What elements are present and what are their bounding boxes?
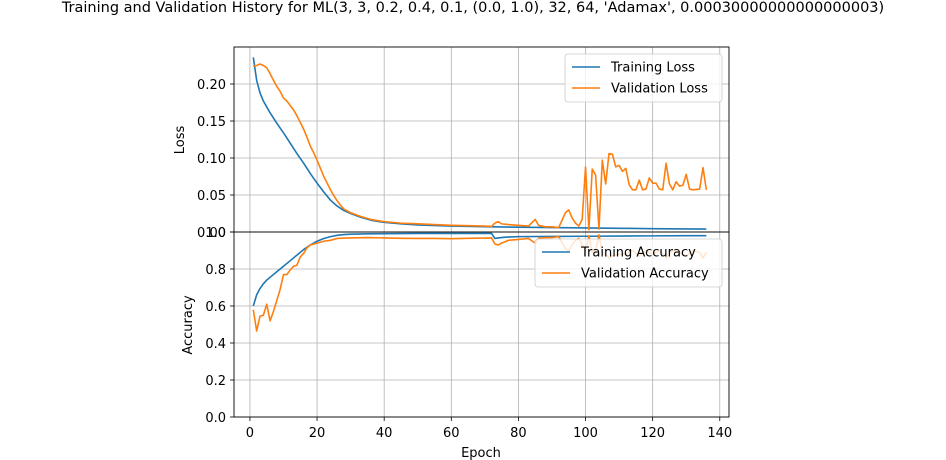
x-tick-label: 100 — [573, 426, 598, 441]
y-tick-label: 0.20 — [197, 78, 226, 93]
accuracy-x-ticks: 0 20 40 60 80 100 120 140 — [246, 417, 732, 441]
accuracy-x-axis-label: Epoch — [461, 446, 501, 460]
x-tick-label: 140 — [707, 426, 732, 441]
y-tick-label: 0.15 — [197, 115, 226, 130]
legend-label-validation-loss: Validation Loss — [611, 82, 708, 97]
series-line-validation-loss — [253, 63, 708, 231]
y-tick-label: 0.00 — [197, 226, 226, 241]
y-tick-label: 0.4 — [205, 337, 226, 352]
accuracy-y-ticks: 0.0 0.2 0.4 0.6 0.8 1.0 — [205, 226, 234, 426]
legend-label-validation-accuracy: Validation Accuracy — [581, 267, 709, 282]
legend-label-training-accuracy: Training Accuracy — [580, 246, 696, 261]
accuracy-y-axis-label: Accuracy — [181, 295, 196, 355]
accuracy-legend: Training Accuracy Validation Accuracy — [534, 238, 723, 288]
x-tick-label: 80 — [510, 426, 527, 441]
y-tick-label: 1.0 — [205, 226, 226, 241]
accuracy-axes-frame — [233, 231, 730, 418]
loss-y-axis-label: Loss — [173, 126, 188, 155]
loss-panel: 0.00 0.05 0.10 0.15 0.20 Loss Training Loss V… — [173, 46, 730, 241]
x-tick-label: 60 — [443, 426, 460, 441]
y-tick-label: 0.10 — [197, 152, 226, 167]
legend-label-training-loss: Training Loss — [610, 61, 695, 76]
x-tick-label: 20 — [309, 426, 326, 441]
loss-legend: Training Loss Validation Loss — [564, 53, 723, 103]
y-tick-label: 0.8 — [205, 263, 226, 278]
accuracy-panel: 0.0 0.2 0.4 0.6 0.8 1.0 0 20 40 60 80 100 120 140 Ac… — [181, 226, 732, 460]
legend-box — [564, 53, 723, 103]
loss-series — [252, 57, 708, 231]
loss-y-ticks: 0.00 0.05 0.10 0.15 0.20 — [197, 78, 234, 241]
chart-title: Training and Validation History for ML(3… — [61, 0, 884, 16]
x-tick-label: 0 — [246, 426, 254, 441]
legend-box — [534, 238, 723, 288]
y-tick-label: 0.6 — [205, 300, 226, 315]
y-tick-label: 0.2 — [205, 374, 226, 389]
x-tick-label: 120 — [640, 426, 665, 441]
y-tick-label: 0.05 — [197, 189, 226, 204]
x-tick-label: 40 — [376, 426, 393, 441]
series-line-training-accuracy — [252, 232, 707, 307]
y-tick-label: 0.0 — [205, 411, 226, 426]
